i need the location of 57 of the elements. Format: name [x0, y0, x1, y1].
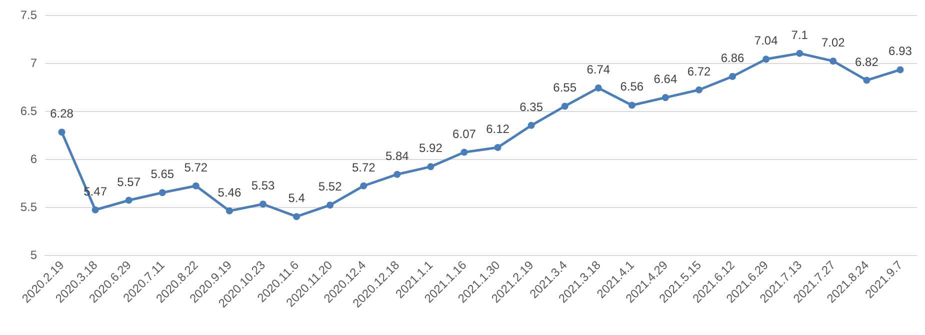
data-label: 6.64: [654, 72, 678, 86]
data-label: 6.55: [553, 80, 577, 95]
point: [460, 148, 468, 156]
point: [762, 56, 770, 63]
point: [594, 84, 602, 92]
point: [696, 86, 702, 94]
y-tick-label: 7: [30, 56, 38, 70]
point: [158, 189, 166, 196]
data-label: 5.53: [251, 178, 275, 193]
point: [628, 102, 636, 109]
point: [863, 76, 870, 84]
point: [293, 213, 300, 220]
point: [125, 196, 132, 204]
point: [326, 202, 334, 209]
data-label: 6.74: [586, 62, 610, 76]
y-tick-label: 7.5: [20, 8, 38, 22]
data-label: 5.92: [419, 141, 443, 156]
y-tick-label: 6.5: [20, 104, 38, 118]
point: [92, 206, 99, 214]
point: [427, 163, 434, 170]
data-label: 5.57: [117, 174, 141, 189]
point: [360, 182, 368, 190]
data-label: 7.02: [821, 36, 846, 50]
data-label: 6.12: [486, 122, 510, 136]
data-label: 7.1: [791, 28, 808, 42]
data-label: 5.65: [150, 167, 174, 182]
data-label: 6.82: [855, 54, 879, 69]
data-label: 5.52: [318, 180, 342, 194]
data-label: 5.46: [218, 185, 242, 200]
data-label: 6.07: [452, 126, 476, 141]
point: [729, 72, 736, 80]
data-label: 6.56: [620, 80, 644, 94]
data-label: 6.72: [687, 64, 711, 78]
point: [494, 144, 502, 151]
point: [662, 94, 669, 102]
point: [394, 170, 401, 178]
y-tick-label: 6: [30, 152, 38, 166]
data-label: 5.72: [352, 160, 376, 174]
point: [58, 128, 66, 136]
data-label: 6.28: [50, 106, 74, 121]
data-label: 7.04: [754, 34, 778, 48]
point: [528, 122, 535, 129]
point: [226, 207, 233, 214]
point: [561, 102, 568, 110]
point: [796, 50, 804, 57]
data-label: 6.86: [720, 50, 745, 65]
data-label: 6.35: [520, 100, 544, 114]
data-label: 5.72: [184, 160, 208, 174]
y-tick-label: 5.5: [20, 200, 38, 214]
data-label: 5.4: [288, 191, 306, 206]
point: [260, 200, 266, 208]
point: [896, 66, 904, 74]
y-tick-label: 5: [30, 248, 38, 262]
point: [192, 182, 200, 190]
point: [830, 58, 837, 65]
data-label: 6.93: [888, 44, 912, 58]
data-label: 5.84: [385, 148, 410, 163]
